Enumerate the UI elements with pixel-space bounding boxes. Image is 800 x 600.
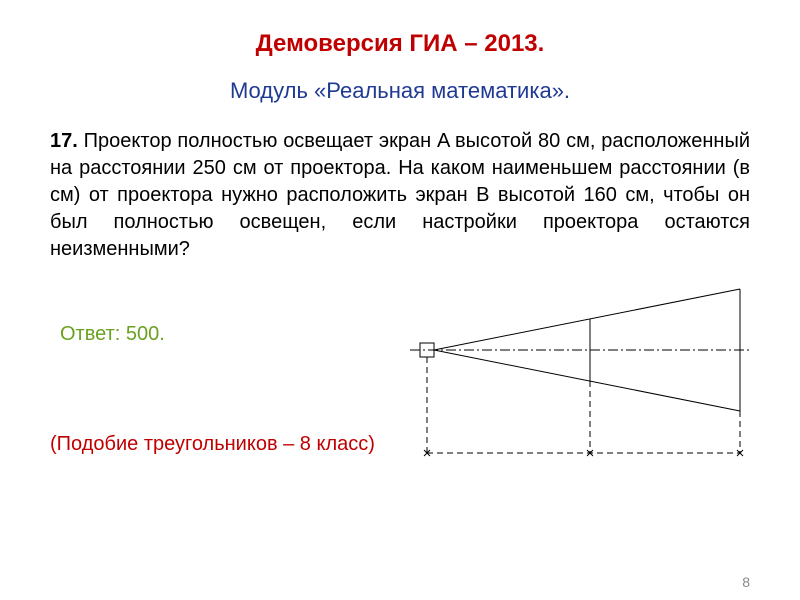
page-subtitle: Модуль «Реальная математика». [50,78,750,104]
answer-text: Ответ: 500. [60,323,165,346]
page-number: 8 [742,574,750,590]
projector-diagram [410,273,750,493]
problem-text: 17. Проектор полностью освещает экран A … [50,128,750,263]
topic-note: (Подобие треугольников – 8 класс) [50,433,375,456]
page-title: Демоверсия ГИА – 2013. [50,30,750,58]
problem-body: Проектор полностью освещает экран A высо… [50,130,750,260]
problem-number: 17. [50,130,78,152]
